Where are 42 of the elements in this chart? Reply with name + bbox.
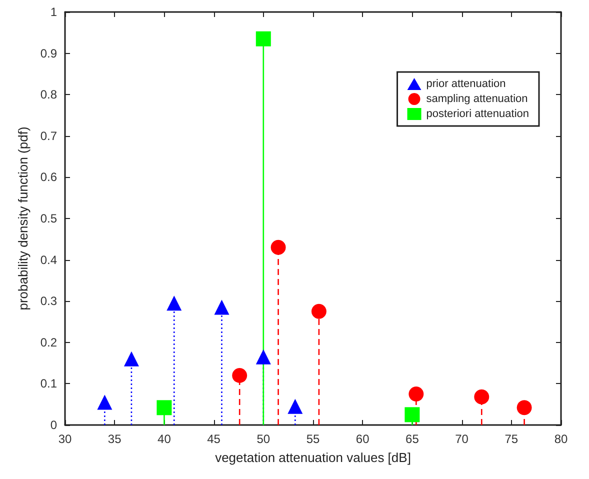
point (156, 400, 172, 416)
x-tick-label: 60 (356, 432, 370, 446)
y-tick-label: 0.9 (40, 46, 58, 60)
x-tick-label: 80 (554, 432, 568, 446)
point (256, 349, 271, 364)
x-tick-label: 40 (158, 432, 172, 446)
x-tick-label: 75 (504, 432, 518, 446)
legend-label: posteriori attenuation (426, 108, 529, 120)
y-tick-label: 0.2 (40, 335, 58, 350)
y-tick-label: 0.1 (40, 376, 58, 391)
y-axis-title: probability density function (pdf) (15, 126, 30, 310)
point (214, 300, 230, 315)
y-tick-label: 0.6 (40, 170, 58, 184)
x-tick-label: 70 (455, 432, 469, 446)
x-tick-label: 50 (256, 432, 270, 446)
x-tick-label: 45 (207, 432, 221, 446)
y-tick-label: 0.7 (40, 128, 58, 143)
y-tick-label: 0.4 (40, 252, 58, 267)
x-axis-title: vegetation attenuation values [dB] (215, 450, 411, 465)
point (474, 389, 490, 404)
point (166, 296, 182, 311)
point (404, 407, 420, 422)
y-tick-label: 0.5 (40, 212, 58, 226)
legend-label: prior attenuation (426, 78, 506, 90)
point (311, 304, 326, 319)
x-tick-label: 65 (406, 432, 420, 446)
point (232, 368, 248, 383)
point (516, 400, 532, 416)
point (408, 386, 424, 402)
x-tick-label: 30 (58, 432, 72, 446)
y-tick-label: 0 (50, 418, 58, 432)
point (288, 398, 303, 414)
y-tick-label: 1 (50, 5, 58, 19)
y-tick-label: 0.8 (40, 88, 58, 102)
point (97, 394, 112, 410)
point (124, 351, 139, 366)
point (256, 31, 271, 46)
legend-label: sampling attenuation (426, 93, 528, 105)
x-tick-label: 55 (306, 432, 320, 446)
point (270, 240, 286, 255)
y-tick-label: 0.3 (40, 294, 58, 308)
x-tick-label: 35 (108, 432, 122, 446)
